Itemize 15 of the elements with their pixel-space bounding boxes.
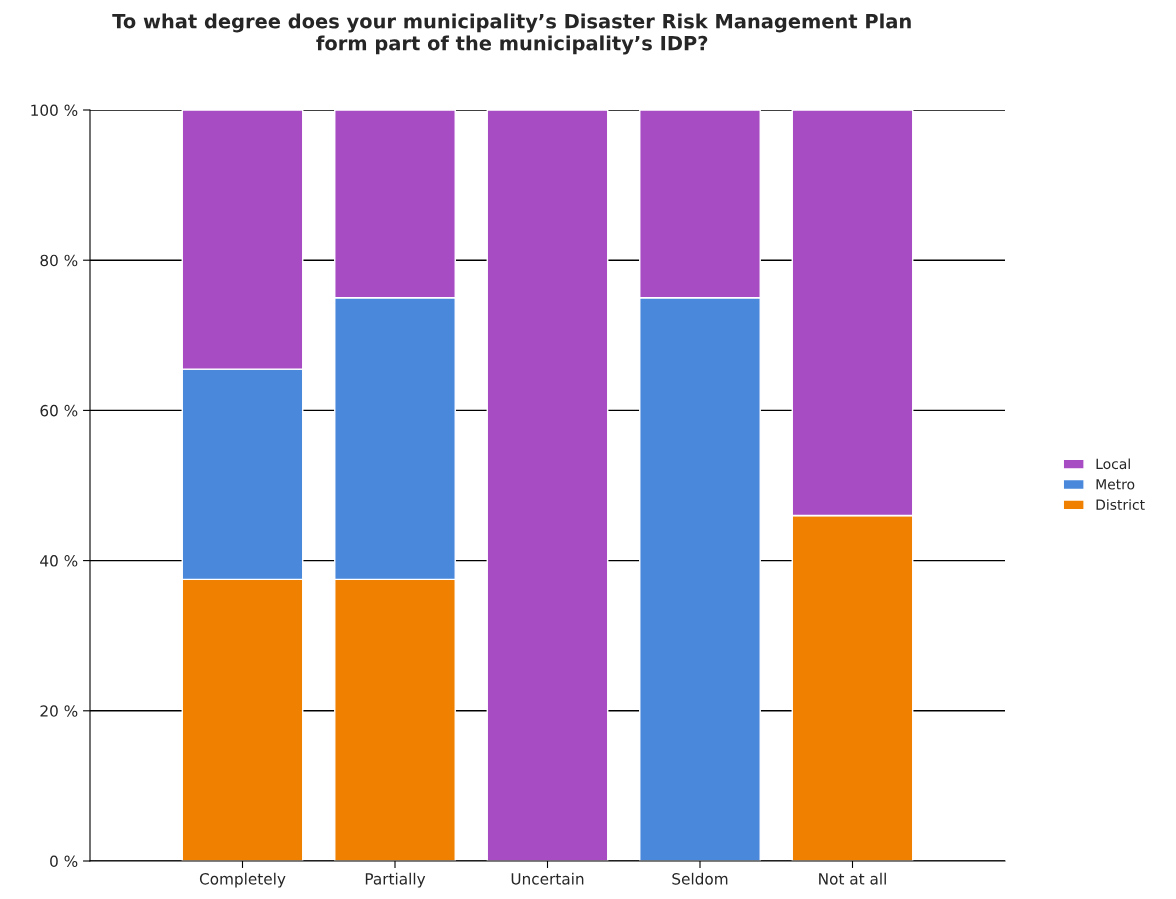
- y-tick-label: 80 %: [40, 254, 78, 267]
- chart-title: To what degree does your municipality’s Disaster Risk Management Plan form part of the municipality’s IDP?: [112, 13, 911, 55]
- x-tick-label: Completely: [199, 872, 286, 888]
- legend-label: Local: [1096, 458, 1130, 470]
- y-tick-label: 100 %: [31, 104, 78, 117]
- y-tick-label: 60 %: [40, 404, 78, 417]
- x-tick-label: Partially: [365, 872, 426, 888]
- legend-label: District: [1096, 499, 1145, 510]
- y-tick-label: 40 %: [40, 555, 78, 567]
- x-tick-label: Uncertain: [511, 872, 584, 885]
- x-tick-label: Not at all: [819, 872, 886, 885]
- legend-label: Metro: [1096, 479, 1135, 490]
- x-tick-label: Seldom: [672, 872, 728, 885]
- y-tick-label: 20 %: [40, 705, 78, 717]
- y-tick-label: 0 %: [50, 855, 78, 868]
